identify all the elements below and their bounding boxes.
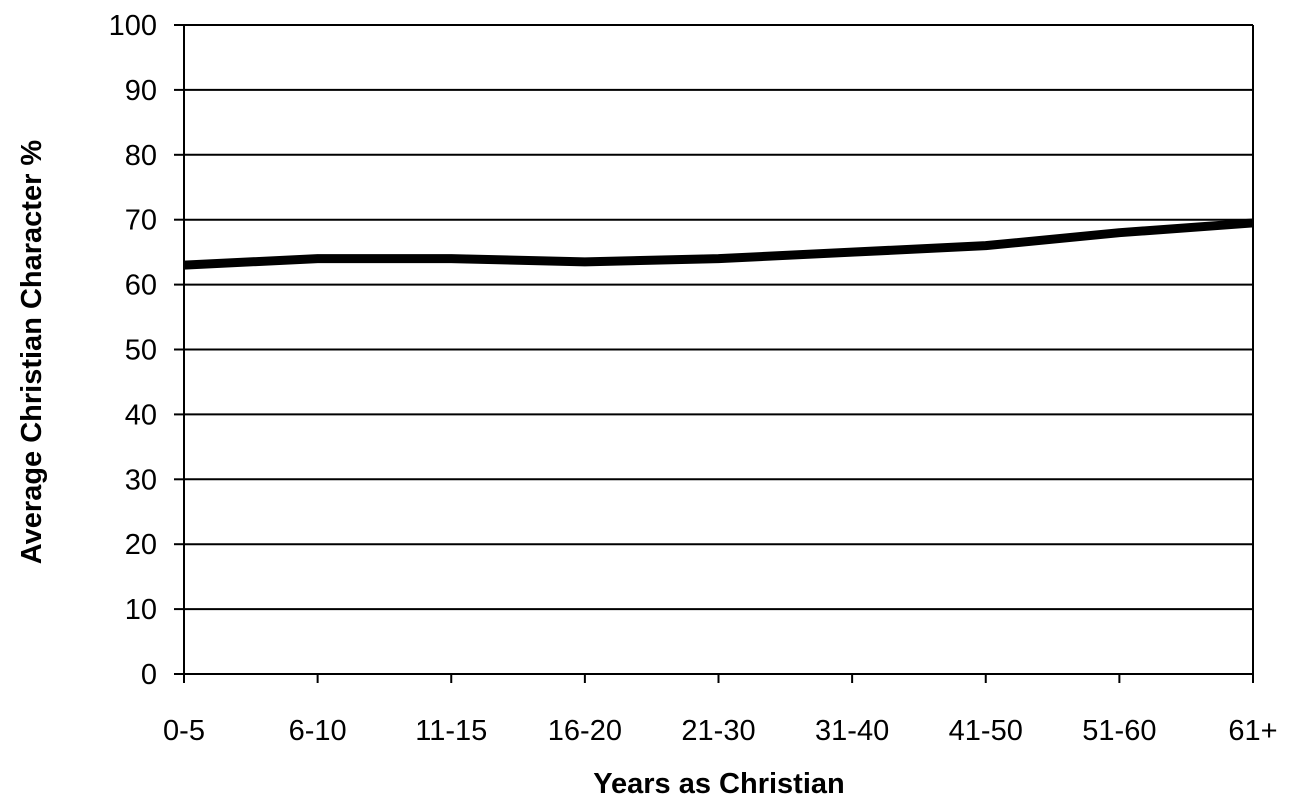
x-tick-label-16-20: 16-20 xyxy=(548,715,622,747)
x-tick-label-0-5: 0-5 xyxy=(163,715,205,747)
x-axis-title: Years as Christian xyxy=(593,768,844,800)
x-tick-label-11-15: 11-15 xyxy=(415,715,487,747)
axes xyxy=(174,24,1254,683)
y-tick-label-50: 50 xyxy=(125,335,157,367)
y-tick-label-80: 80 xyxy=(125,140,157,172)
y-tick-label-60: 60 xyxy=(125,270,157,302)
y-axis-title: Average Christian Character % xyxy=(16,140,48,565)
x-tick-label-6-10: 6-10 xyxy=(289,715,347,747)
x-tick-label-51-60: 51-60 xyxy=(1082,715,1156,747)
y-tick-label-40: 40 xyxy=(125,399,157,431)
x-tick-label-31-40: 31-40 xyxy=(815,715,889,747)
gridlines xyxy=(184,24,1253,611)
y-tick-label-90: 90 xyxy=(125,75,157,107)
y-tick-label-100: 100 xyxy=(109,10,157,42)
y-tick-label-10: 10 xyxy=(125,594,157,626)
x-tick-label-41-50: 41-50 xyxy=(949,715,1023,747)
y-tick-label-20: 20 xyxy=(125,529,157,561)
y-tick-label-0: 0 xyxy=(141,659,157,691)
series-group xyxy=(183,218,1254,270)
x-tick-label-61+: 61+ xyxy=(1228,715,1277,747)
x-tick-labels: 0-5 6-10 11-15 16-20 21-30 31-40 41-50 51-60 61+ xyxy=(163,715,1278,747)
y-tick-label-70: 70 xyxy=(125,205,157,237)
series-line-0 xyxy=(183,218,1254,270)
y-tick-label-30: 30 xyxy=(125,464,157,496)
x-tick-label-21-30: 21-30 xyxy=(681,715,755,747)
y-tick-labels: 0 10 20 30 40 50 60 70 80 90 100 xyxy=(109,10,157,691)
